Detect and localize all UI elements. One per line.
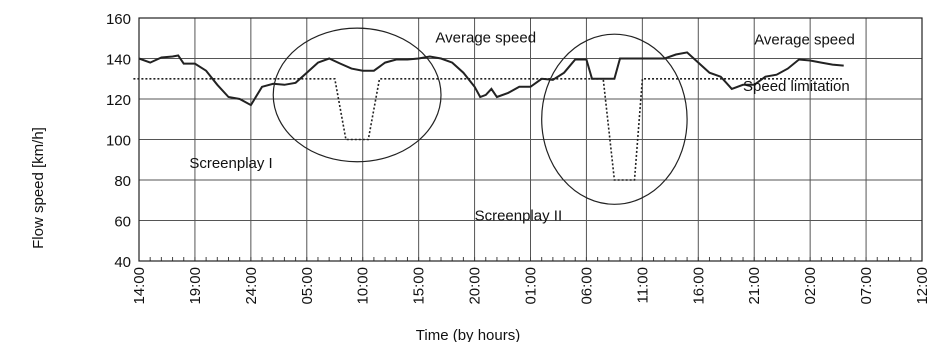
y-tick-label: 80 — [114, 173, 131, 190]
x-tick-label: 07:00 — [858, 267, 875, 305]
speed-limitation-line — [133, 78, 844, 181]
y-tick-labels: 40 60 80 100 120 140 160 — [106, 11, 131, 271]
y-tick-label: 60 — [114, 214, 131, 231]
x-tick-label: 05:00 — [299, 267, 316, 305]
highlight-ellipses — [272, 27, 688, 205]
highlight-ellipse — [272, 27, 442, 163]
x-tick-label: 10:00 — [355, 267, 372, 305]
plot-frame — [138, 17, 923, 262]
series — [133, 51, 844, 181]
x-tick-labels: 14:00 19:00 24:00 05:00 10:00 15:00 20:00 01:00… — [131, 267, 929, 305]
chart-annotation: Average speed — [754, 31, 855, 48]
y-tick-label: 160 — [106, 11, 131, 28]
chart-annotation: Screenplay II — [475, 208, 563, 225]
x-tick-label: 19:00 — [187, 267, 204, 305]
annotations: Average speed Average speed Speed limitati… — [189, 29, 855, 224]
x-tick-label: 14:00 — [131, 267, 148, 305]
x-tick-label: 06:00 — [578, 267, 595, 305]
x-tick-label: 01:00 — [523, 267, 540, 305]
x-tick-label: 20:00 — [467, 267, 484, 305]
average-speed-line — [138, 51, 844, 107]
x-tick-label: 21:00 — [746, 267, 763, 305]
chart-annotation: Speed limitation — [743, 78, 850, 95]
grid — [138, 17, 923, 262]
y-tick-label: 140 — [106, 52, 131, 69]
chart-annotation: Screenplay I — [189, 155, 272, 172]
x-tick-label: 12:00 — [914, 267, 929, 305]
axes — [138, 17, 923, 262]
y-axis-title: Flow speed [km/h] — [30, 127, 47, 249]
x-tick-label: 02:00 — [802, 267, 819, 305]
x-tick-label: 16:00 — [690, 267, 707, 305]
x-tick-label: 24:00 — [243, 267, 260, 305]
x-tick-label: 15:00 — [411, 267, 428, 305]
y-tick-label: 40 — [114, 254, 131, 271]
highlight-ellipse — [541, 33, 688, 205]
x-axis-title: Time (by hours) — [416, 327, 520, 342]
chart-annotation: Average speed — [435, 29, 536, 46]
x-tick-label: 11:00 — [634, 267, 651, 303]
y-tick-label: 120 — [106, 92, 131, 109]
y-tick-label: 100 — [106, 133, 131, 150]
